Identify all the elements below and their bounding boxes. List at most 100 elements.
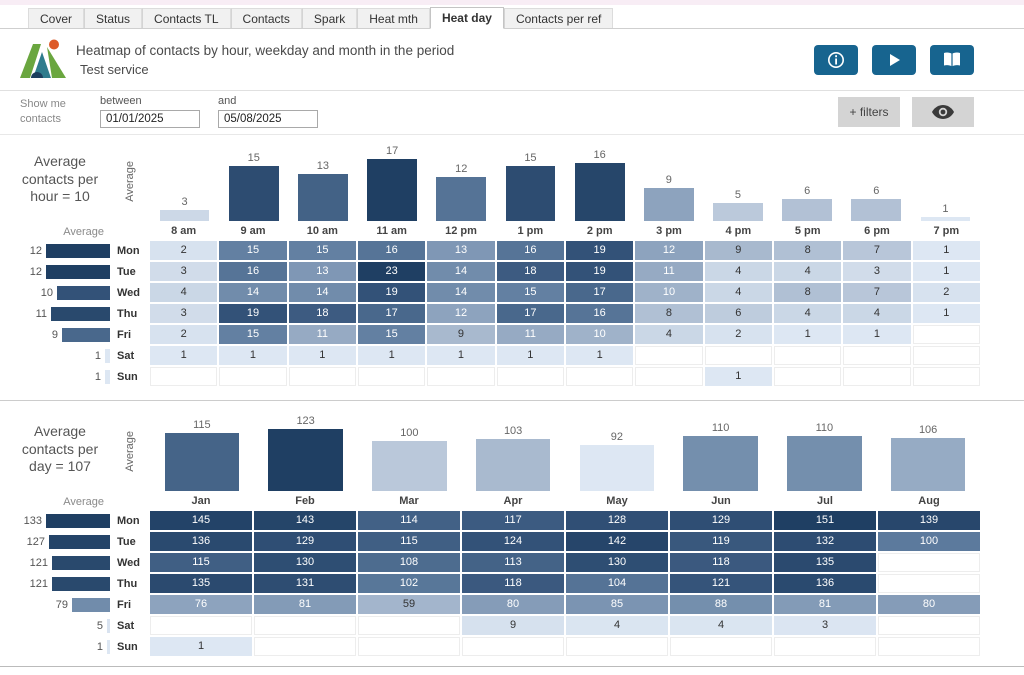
heatmap-cell[interactable]: 142 [566, 532, 668, 551]
row-average-bar[interactable] [52, 576, 110, 591]
heatmap-cell[interactable]: 15 [219, 241, 287, 260]
heatmap-cell[interactable]: 1 [219, 346, 287, 365]
heatmap-cell[interactable]: 4 [670, 616, 772, 635]
heatmap-cell[interactable]: 4 [566, 616, 668, 635]
heatmap-cell[interactable]: 19 [219, 304, 287, 323]
tab-cover[interactable]: Cover [28, 8, 85, 28]
heatmap-cell[interactable]: 10 [635, 283, 703, 302]
column-average-bar[interactable] [683, 436, 758, 491]
column-average-bar[interactable] [268, 429, 343, 491]
heatmap-cell[interactable]: 2 [704, 325, 772, 344]
heatmap-cell[interactable]: 119 [670, 532, 772, 551]
heatmap-cell[interactable]: 121 [670, 574, 772, 593]
heatmap-cell[interactable]: 1 [566, 346, 634, 365]
row-average-bar[interactable] [51, 306, 110, 321]
row-average-bar[interactable] [105, 348, 110, 363]
heatmap-cell[interactable]: 1 [150, 637, 252, 656]
heatmap-cell[interactable]: 19 [566, 241, 634, 260]
heatmap-cell[interactable]: 1 [912, 241, 980, 260]
heatmap-cell[interactable]: 9 [427, 325, 495, 344]
heatmap-cell[interactable]: 14 [288, 283, 356, 302]
heatmap-cell[interactable]: 76 [150, 595, 252, 614]
heatmap-cell[interactable]: 11 [635, 262, 703, 281]
column-average-bar[interactable] [505, 166, 556, 221]
visibility-button[interactable] [912, 96, 974, 127]
column-average-bar[interactable] [436, 177, 487, 221]
heatmap-cell[interactable]: 81 [254, 595, 356, 614]
heatmap-cell[interactable]: 23 [358, 262, 426, 281]
heatmap-cell[interactable]: 1 [496, 346, 564, 365]
tab-contacts-tl[interactable]: Contacts TL [142, 8, 231, 28]
heatmap-cell[interactable]: 12 [635, 241, 703, 260]
tab-contacts-per-ref[interactable]: Contacts per ref [503, 8, 614, 28]
heatmap-cell[interactable]: 4 [150, 283, 218, 302]
heatmap-cell[interactable]: 117 [462, 511, 564, 530]
info-button[interactable] [814, 44, 858, 75]
tab-heat-day[interactable]: Heat day [429, 7, 504, 29]
row-average-bar[interactable] [62, 327, 110, 342]
row-average-bar[interactable] [52, 555, 110, 570]
heatmap-cell[interactable]: 12 [427, 304, 495, 323]
heatmap-cell[interactable]: 2 [150, 241, 218, 260]
heatmap-cell[interactable]: 3 [150, 304, 218, 323]
row-average-bar[interactable] [72, 597, 110, 612]
heatmap-cell[interactable]: 8 [774, 283, 842, 302]
heatmap-cell[interactable]: 131 [254, 574, 356, 593]
heatmap-cell[interactable]: 115 [150, 553, 252, 572]
heatmap-cell[interactable]: 59 [358, 595, 460, 614]
heatmap-cell[interactable]: 18 [496, 262, 564, 281]
heatmap-cell[interactable]: 4 [635, 325, 703, 344]
column-average-bar[interactable] [713, 203, 763, 221]
heatmap-cell[interactable]: 1 [912, 262, 980, 281]
heatmap-cell[interactable]: 118 [670, 553, 772, 572]
heatmap-cell[interactable]: 115 [358, 532, 460, 551]
heatmap-cell[interactable]: 136 [150, 532, 252, 551]
heatmap-cell[interactable]: 3 [150, 262, 218, 281]
heatmap-cell[interactable]: 80 [878, 595, 980, 614]
heatmap-cell[interactable]: 139 [878, 511, 980, 530]
column-average-bar[interactable] [574, 163, 625, 221]
heatmap-cell[interactable]: 4 [704, 283, 772, 302]
heatmap-cell[interactable]: 130 [254, 553, 356, 572]
heatmap-cell[interactable]: 85 [566, 595, 668, 614]
heatmap-cell[interactable]: 129 [670, 511, 772, 530]
row-average-bar[interactable] [46, 264, 110, 279]
column-average-bar[interactable] [579, 445, 655, 491]
column-average-bar[interactable] [851, 199, 902, 221]
heatmap-cell[interactable]: 7 [843, 283, 911, 302]
heatmap-cell[interactable]: 15 [219, 325, 287, 344]
heatmap-cell[interactable]: 1 [704, 367, 772, 386]
row-average-bar[interactable] [107, 618, 110, 633]
date-from-input[interactable] [100, 110, 200, 128]
heatmap-cell[interactable]: 9 [462, 616, 564, 635]
column-average-bar[interactable] [372, 441, 447, 491]
heatmap-cell[interactable]: 19 [358, 283, 426, 302]
heatmap-cell[interactable]: 145 [150, 511, 252, 530]
book-button[interactable] [930, 44, 974, 75]
heatmap-cell[interactable]: 11 [496, 325, 564, 344]
row-average-bar[interactable] [46, 513, 110, 528]
heatmap-cell[interactable]: 7 [843, 241, 911, 260]
heatmap-cell[interactable]: 15 [358, 325, 426, 344]
heatmap-cell[interactable]: 1 [150, 346, 218, 365]
heatmap-cell[interactable]: 114 [358, 511, 460, 530]
heatmap-cell[interactable]: 108 [358, 553, 460, 572]
heatmap-cell[interactable]: 3 [774, 616, 876, 635]
heatmap-cell[interactable]: 16 [219, 262, 287, 281]
heatmap-cell[interactable]: 17 [496, 304, 564, 323]
row-average-bar[interactable] [49, 534, 110, 549]
column-average-bar[interactable] [159, 210, 210, 221]
column-average-bar[interactable] [920, 217, 971, 221]
heatmap-cell[interactable]: 19 [566, 262, 634, 281]
tab-status[interactable]: Status [84, 8, 143, 28]
heatmap-cell[interactable]: 10 [566, 325, 634, 344]
heatmap-cell[interactable]: 4 [774, 262, 842, 281]
heatmap-cell[interactable]: 124 [462, 532, 564, 551]
heatmap-cell[interactable]: 129 [254, 532, 356, 551]
column-average-bar[interactable] [643, 188, 694, 221]
heatmap-cell[interactable]: 80 [462, 595, 564, 614]
row-average-bar[interactable] [105, 369, 110, 384]
heatmap-cell[interactable]: 2 [912, 283, 980, 302]
column-average-bar[interactable] [367, 159, 417, 221]
heatmap-cell[interactable]: 104 [566, 574, 668, 593]
